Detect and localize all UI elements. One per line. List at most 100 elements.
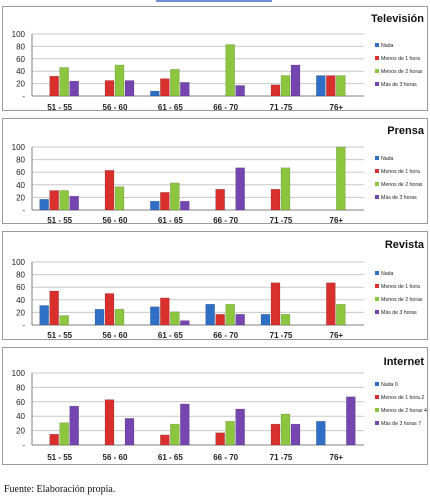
bar	[49, 290, 59, 326]
legend-swatch	[375, 297, 379, 301]
x-tick-label: 76+	[330, 331, 344, 340]
bar	[104, 293, 115, 326]
bar	[170, 69, 180, 97]
y-tick-label: 100	[12, 143, 26, 152]
legend-swatch	[375, 395, 379, 399]
x-tick-label: 61 - 65	[158, 453, 183, 462]
x-tick-label: 51 - 55	[47, 103, 72, 112]
legend-swatch	[375, 156, 379, 160]
bar	[150, 306, 160, 326]
x-tick-label: 56 - 60	[103, 331, 128, 340]
x-tick-label: 56 - 60	[103, 453, 128, 462]
legend-swatch	[375, 421, 379, 425]
bar	[205, 303, 215, 326]
y-tick-label: 60	[16, 55, 25, 64]
legend-swatch	[375, 195, 379, 199]
bar	[280, 75, 291, 97]
bar	[225, 44, 235, 97]
chart-title: Revista	[385, 239, 425, 251]
chart-panel-television: Televisión 100 80 60 40 20 - 51 - 55 56 - 60 61 -…	[2, 6, 428, 112]
bar	[180, 320, 190, 326]
x-tick-label: 71 -75	[270, 331, 293, 340]
x-tick-label: 71 -75	[270, 453, 293, 462]
y-tick-label: 40	[16, 67, 25, 76]
bar	[94, 309, 105, 326]
legend-label: Más de 3 horas 7	[381, 421, 421, 427]
bar	[59, 422, 69, 446]
legend-swatch	[375, 382, 379, 386]
chart-title: Prensa	[387, 125, 425, 137]
bar	[225, 303, 235, 326]
legend-label: Nada	[381, 156, 394, 162]
legend-label: Nada	[381, 271, 394, 277]
y-tick-label: 80	[16, 156, 25, 165]
legend-swatch	[375, 82, 379, 86]
bar-chart: Revista 100 80 60 40 20 - 51 - 55 56 - 60 61 - 65…	[12, 239, 425, 340]
y-tick-label: 80	[16, 383, 25, 392]
bar	[160, 434, 170, 446]
bar	[39, 199, 49, 211]
bar	[104, 399, 115, 446]
x-tick-label: 71 -75	[270, 103, 293, 112]
bar	[150, 90, 160, 97]
y-tick-label: 60	[16, 398, 25, 407]
bar	[235, 314, 245, 326]
bar	[49, 190, 59, 211]
bar	[270, 282, 281, 326]
x-tick-label: 51 - 55	[47, 453, 72, 462]
bar	[69, 405, 79, 446]
bar	[316, 420, 326, 446]
bar	[290, 423, 301, 446]
y-tick-label: 80	[16, 271, 25, 280]
y-tick-label: 20	[16, 308, 25, 317]
x-tick-label: 76+	[330, 453, 344, 462]
legend-label: Menos de 1 hora	[381, 284, 420, 290]
bar	[270, 423, 281, 446]
bar	[114, 186, 125, 211]
legend-swatch	[375, 69, 379, 73]
bar	[336, 75, 346, 97]
x-tick-label: 71 -75	[270, 216, 293, 225]
y-tick-label: 20	[16, 427, 25, 436]
y-tick-label: 80	[16, 42, 25, 51]
bar	[326, 282, 336, 326]
bar	[280, 314, 291, 326]
chart-panel-prensa: Prensa 100 80 60 40 20 - 51 - 55 56 - 60 61 - 65 6…	[2, 118, 428, 225]
legend-label: Menos de 2 horas	[381, 182, 423, 188]
bar	[336, 146, 346, 211]
x-tick-label: 66 - 70	[213, 103, 238, 112]
bar	[180, 200, 190, 211]
y-tick-label: 100	[12, 258, 26, 267]
x-tick-label: 56 - 60	[103, 103, 128, 112]
bar	[235, 408, 245, 446]
bar	[49, 433, 59, 446]
chart-title: Internet	[384, 356, 425, 368]
bar	[346, 396, 356, 446]
bar-chart: Televisión 100 80 60 40 20 - 51 - 55 56 - 60 61 -…	[12, 13, 425, 112]
x-tick-label: 61 - 65	[158, 331, 183, 340]
x-tick-label: 66 - 70	[213, 216, 238, 225]
bar	[160, 78, 170, 97]
x-tick-label: 66 - 70	[213, 331, 238, 340]
y-tick-label: 100	[12, 30, 26, 39]
bar	[235, 85, 245, 97]
bar	[270, 188, 281, 211]
bar	[160, 297, 170, 326]
y-tick-label: 20	[16, 80, 25, 89]
x-tick-label: 56 - 60	[103, 216, 128, 225]
legend-label: Menos de 1 hora 2	[381, 395, 424, 401]
legend-label: Más de 3 horas	[381, 310, 417, 316]
bar	[170, 423, 180, 446]
legend-swatch	[375, 182, 379, 186]
x-tick-label: 66 - 70	[213, 453, 238, 462]
source-note: Fuente: Elaboración propia.	[4, 484, 116, 495]
bar	[326, 75, 336, 97]
legend-label: Más de 3 horas	[381, 195, 417, 201]
chart-panel-revista: Revista 100 80 60 40 20 - 51 - 55 56 - 60 61 - 65…	[2, 231, 428, 340]
bar	[180, 403, 190, 446]
x-tick-label: 61 - 65	[158, 103, 183, 112]
bar	[114, 309, 125, 326]
bar	[316, 75, 326, 97]
legend-label: Nada	[381, 43, 394, 49]
bar	[59, 190, 69, 211]
